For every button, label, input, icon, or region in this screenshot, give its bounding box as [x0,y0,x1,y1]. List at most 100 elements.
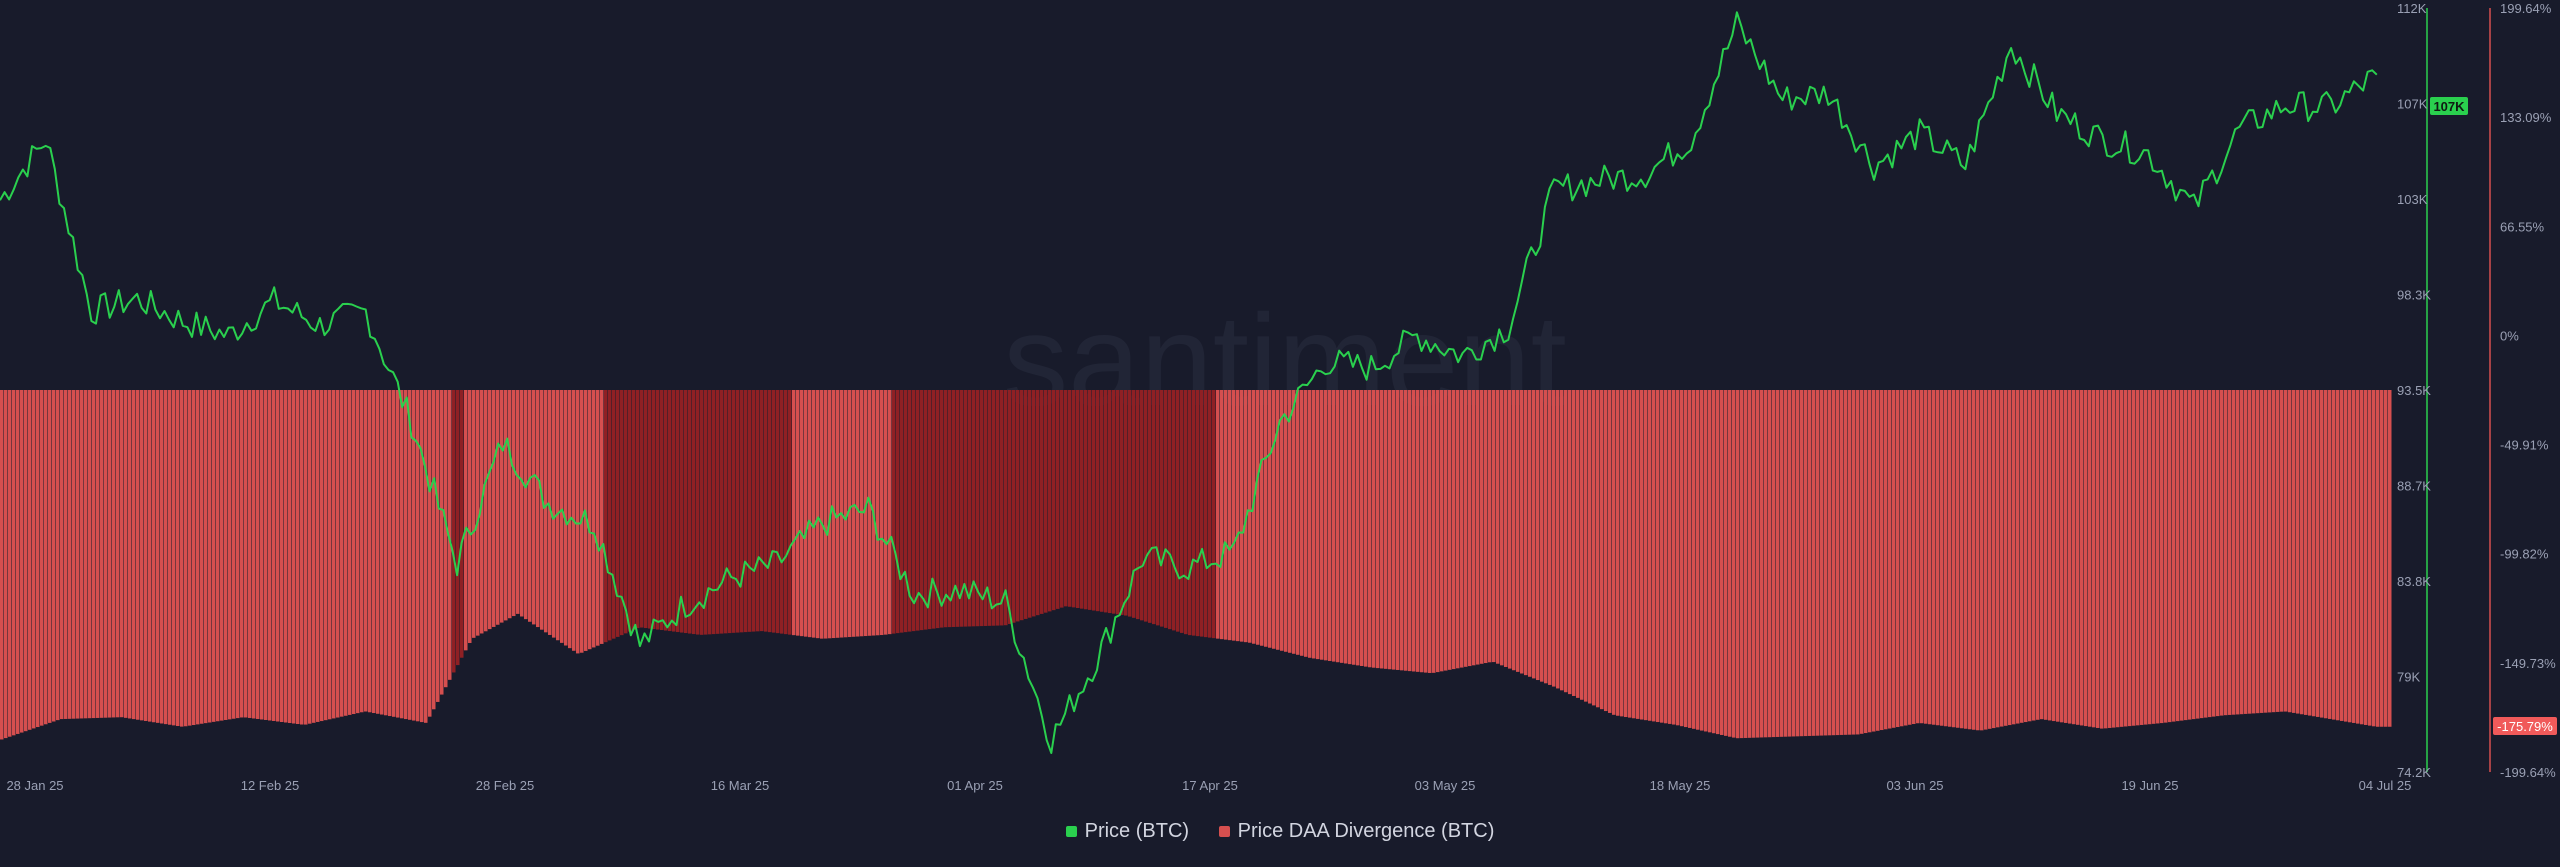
divergence-bar [256,390,260,719]
divergence-bar [1004,390,1008,626]
divergence-bar [508,390,512,619]
divergence-bar [1256,390,1260,645]
divergence-bar [476,390,480,636]
divergence-bar [760,390,764,632]
divergence-bar [2268,390,2272,713]
divergence-bar [1284,390,1288,652]
divergence-bar [2208,390,2212,718]
divergence-bar [560,390,564,643]
legend-item-price[interactable]: Price (BTC) [1065,820,1189,843]
divergence-bar [1960,390,1964,729]
divergence-bar [2112,390,2116,728]
divergence-bar [800,390,804,637]
divergence-bar [368,390,372,713]
divergence-bar [932,390,936,629]
divergence-bar [532,390,536,625]
divergence-bar [1932,390,1936,725]
divergence-bar [1844,390,1848,735]
divergence-badge-bg [2493,717,2557,735]
divergence-bar [1816,390,1820,736]
divergence-bar [2252,390,2256,714]
divergence-bar [1700,390,1704,731]
divergence-bar [2304,390,2308,715]
divergence-bar [1224,390,1228,640]
divergence-bar [344,390,348,716]
divergence-bar [1472,390,1476,666]
divergence-bar [1568,390,1572,695]
divergence-bar [2216,390,2220,717]
divergence-bar [2292,390,2296,713]
divergence-bar [1596,390,1600,708]
divergence-bar [1764,390,1768,738]
divergence-bar [2100,390,2104,729]
divergence-bar [2092,390,2096,728]
divergence-bar [1096,390,1100,612]
divergence-bar [44,390,48,725]
divergence-bar [2312,390,2316,717]
divergence-bar [68,390,72,719]
divergence-bar [660,390,664,631]
divergence-bar [1308,390,1312,658]
divergence-bar [1352,390,1356,665]
divergence-bar [1880,390,1884,731]
divergence-bar [1944,390,1948,727]
divergence-bar [212,390,216,722]
divergence-bar [1760,390,1764,738]
divergence-bar [252,390,256,719]
divergence-bar [100,390,104,718]
divergence-bar [1196,390,1200,637]
divergence-bar [768,390,772,633]
divergence-bar [784,390,788,635]
divergence-bar [1444,390,1448,671]
divergence-bar [1052,390,1056,611]
divergence-bar [1344,390,1348,664]
divergence-bar [1380,390,1384,669]
divergence-bar [520,390,524,617]
divergence-bar [2052,390,2056,722]
divergence-bar [2024,390,2028,723]
divergence-bar [52,390,56,722]
divergence-bar [956,390,960,627]
divergence-bar [244,390,248,718]
divergence-bar [288,390,292,724]
divergence-bar [1848,390,1852,735]
divergence-bar [1324,390,1328,661]
divergence-bar [1124,390,1128,616]
divergence-bar [1192,390,1196,636]
divergence-bar [12,390,16,736]
divergence-bar [540,390,544,630]
price-badge-label: 107K [2433,99,2465,114]
divergence-bar [340,390,344,717]
divergence-bar [1636,390,1640,719]
divergence-bar [1628,390,1632,718]
divergence-bars [0,390,2392,740]
legend-item-divergence[interactable]: Price DAA Divergence (BTC) [1218,820,1494,843]
divergence-bar [80,390,84,719]
divergence-bar [208,390,212,723]
price-tick-label: 79K [2397,670,2420,685]
divergence-bar [1456,390,1460,669]
divergence-bar [1080,390,1084,609]
divergence-bar [388,390,392,717]
divergence-bar [1976,390,1980,731]
divergence-bar [4,390,8,739]
divergence-bar [1804,390,1808,737]
divergence-bar [2324,390,2328,719]
divergence-bar [1556,390,1560,689]
divergence-bar [112,390,116,718]
divergence-bar [620,390,624,636]
divergence-bar [1276,390,1280,650]
price-tick-label: 103K [2397,192,2428,207]
divergence-bar [2108,390,2112,728]
divergence-bar [1572,390,1576,696]
divergence-bar [720,390,724,634]
divergence-bar [2148,390,2152,725]
divergence-bar [1160,390,1164,627]
divergence-bar [2048,390,2052,721]
divergence-bar [512,390,516,617]
divergence-bar [1800,390,1804,737]
divergence-bar [1956,390,1960,728]
divergence-bar [1900,390,1904,727]
divergence-bar [128,390,132,719]
divergence-bar [452,390,456,673]
